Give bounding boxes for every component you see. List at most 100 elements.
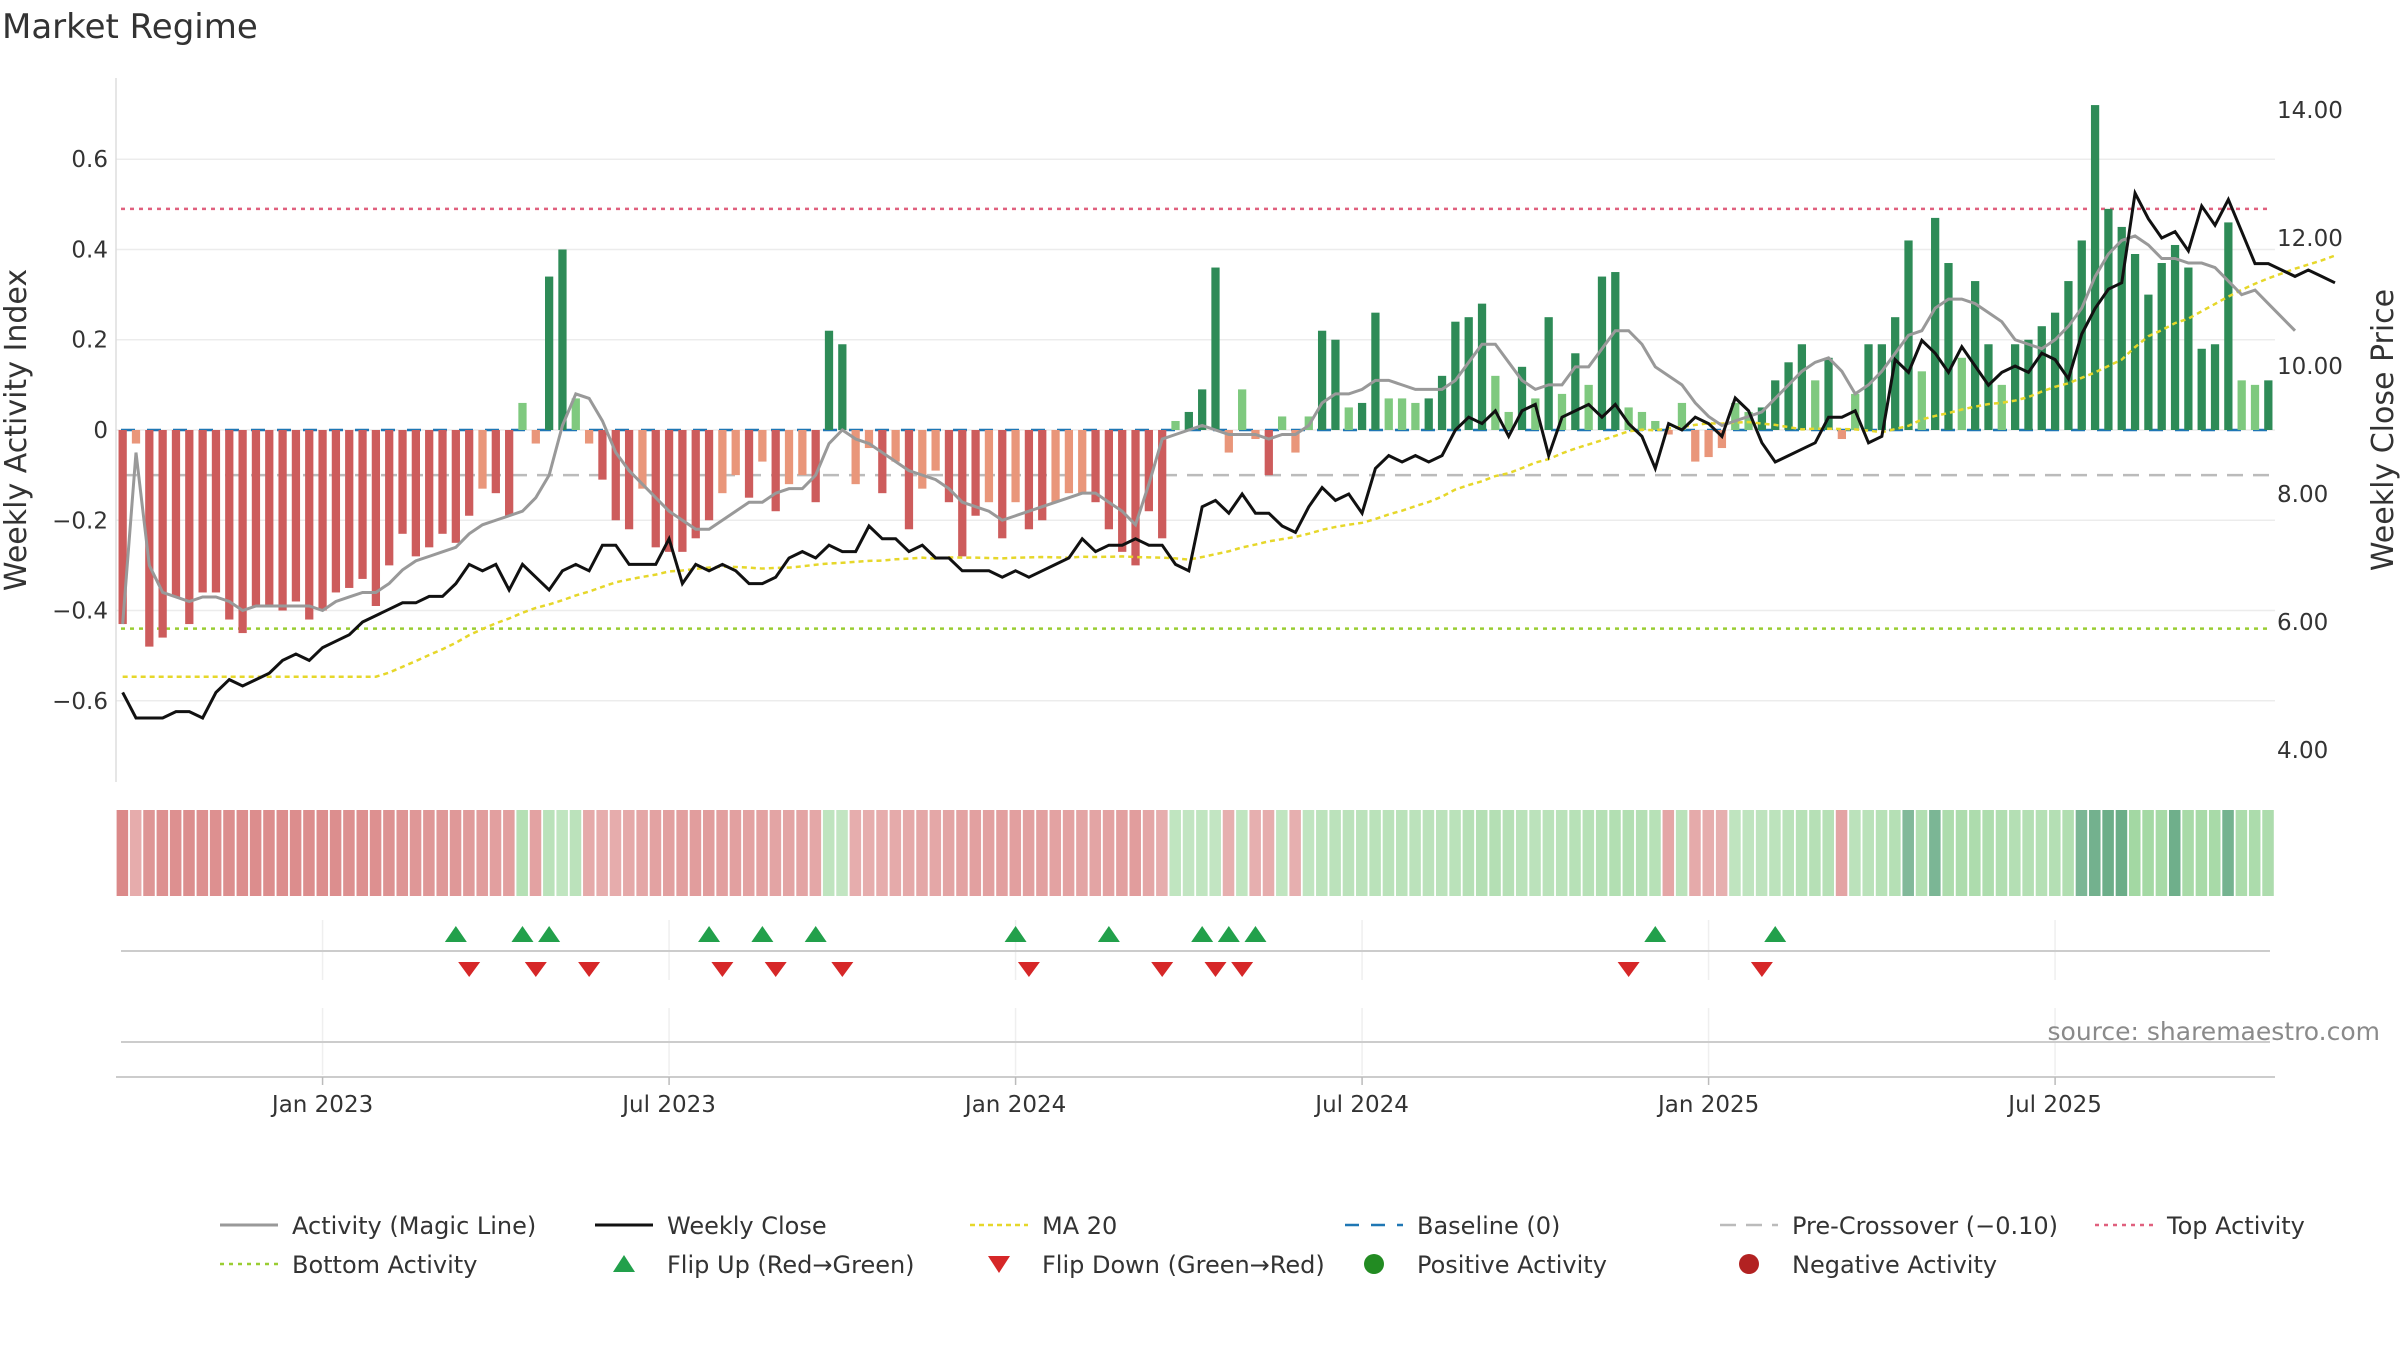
flip-down-marker — [1617, 962, 1640, 977]
legend-swatch — [1739, 1254, 1759, 1274]
regime-strip-cell — [876, 810, 888, 896]
activity-bar — [638, 430, 647, 489]
legend-item-flipup: Flip Up (Red→Green) — [613, 1251, 915, 1279]
regime-strip-cell — [1089, 810, 1102, 896]
regime-strip-cell — [1955, 810, 1968, 896]
activity-bar — [1771, 380, 1780, 430]
flip-down-marker — [458, 962, 481, 977]
activity-bar — [1917, 371, 1926, 430]
activity-bar — [198, 430, 207, 593]
activity-bar — [891, 430, 900, 462]
regime-strip-cell — [2182, 810, 2194, 896]
flip-up-marker — [804, 926, 827, 942]
regime-strip-cell — [1156, 810, 1168, 896]
regime-strip-cell — [1036, 810, 1048, 896]
activity-bar — [1104, 430, 1114, 530]
regime-strip-cell — [996, 810, 1008, 896]
regime-strip-cell — [1929, 810, 1941, 896]
regime-strip-cell — [796, 810, 808, 896]
activity-bar — [331, 430, 341, 593]
regime-strip-cell — [2102, 810, 2114, 896]
activity-bar — [225, 430, 234, 620]
flip-up-marker — [1097, 926, 1120, 942]
activity-bar — [651, 430, 660, 548]
regime-strip-cell — [1729, 810, 1741, 896]
activity-bar — [744, 430, 754, 498]
regime-strip-cell — [2035, 810, 2048, 896]
activity-bar — [1677, 402, 1687, 430]
regime-strip-cell — [889, 810, 902, 896]
regime-strip-cell — [1276, 810, 1288, 896]
regime-strip-cell — [236, 810, 249, 896]
regime-strip-cell — [929, 810, 942, 896]
y-tick-label: −0.4 — [52, 599, 108, 625]
regime-strip-cell — [143, 810, 155, 896]
activity-bar — [358, 430, 367, 579]
activity-bar — [1931, 217, 1940, 430]
regime-strip-cell — [1835, 810, 1848, 896]
x-axis-ticks: Jan 2023 Jul 2023 Jan 2024 Jul 2024 Jan 2025… — [270, 1077, 2102, 1118]
regime-strip-cell — [1889, 810, 1901, 896]
activity-bar — [1597, 276, 1607, 430]
activity-bar — [2197, 348, 2206, 430]
activity-bars — [118, 105, 2273, 647]
regime-strip-cell — [2115, 810, 2128, 896]
activity-bar — [798, 430, 807, 476]
regime-strip-cell — [956, 810, 968, 896]
regime-strip-cell — [1689, 810, 1701, 896]
activity-bar — [2130, 254, 2140, 430]
activity-bar — [145, 430, 154, 647]
regime-strip — [116, 810, 2274, 896]
flip-panel — [121, 920, 2270, 980]
activity-bar — [425, 430, 434, 548]
activity-bar — [998, 430, 1007, 539]
activity-bar — [1384, 398, 1393, 430]
regime-strip-cell — [1982, 810, 1994, 896]
activity-bar — [158, 430, 167, 638]
regime-strip-cell — [1875, 810, 1888, 896]
activity-bar — [2184, 267, 2193, 430]
regime-strip-cell — [1502, 810, 1515, 896]
regime-strip-cell — [2049, 810, 2061, 896]
activity-bar — [664, 430, 674, 552]
regime-strip-cell — [2195, 810, 2208, 896]
y-axis-ticks: 0.6 0.4 0.2 0 −0.2 −0.4 −0.6 — [52, 147, 108, 715]
regime-strip-cell — [2129, 810, 2141, 896]
regime-strip-cell — [423, 810, 435, 896]
regime-strip-cell — [529, 810, 542, 896]
activity-bar — [318, 430, 327, 611]
regime-strip-cell — [1329, 810, 1341, 896]
regime-strip-cell — [329, 810, 342, 896]
activity-bar — [1064, 430, 1074, 494]
regime-strip-cell — [1356, 810, 1368, 896]
regime-strip-cell — [689, 810, 702, 896]
regime-strip-cell — [503, 810, 515, 896]
activity-bar — [624, 430, 634, 530]
regime-strip-cell — [1196, 810, 1208, 896]
activity-bar — [2237, 380, 2246, 430]
regime-strip-cell — [1222, 810, 1235, 896]
activity-bar — [1451, 321, 1460, 430]
activity-bar — [2210, 344, 2220, 430]
regime-strip-cell — [609, 810, 622, 896]
legend-label: Baseline (0) — [1417, 1212, 1560, 1240]
activity-bar — [1344, 407, 1353, 430]
regime-strip-cell — [396, 810, 408, 896]
flip-down-marker — [524, 962, 547, 977]
regime-strip-cell — [942, 810, 955, 896]
regime-strip-cell — [1635, 810, 1648, 896]
activity-bar — [1491, 375, 1500, 430]
activity-bar — [1131, 430, 1140, 566]
regime-strip-cell — [1582, 810, 1595, 896]
activity-bar — [531, 430, 540, 444]
activity-bar — [1571, 353, 1580, 430]
regime-strip-cell — [2089, 810, 2101, 896]
activity-bar — [1238, 389, 1247, 430]
regime-strip-cell — [1649, 810, 1661, 896]
activity-bar — [1891, 317, 1900, 430]
legend-label: MA 20 — [1042, 1212, 1117, 1240]
regime-strip-cell — [1622, 810, 1635, 896]
legend-label: Positive Activity — [1417, 1251, 1607, 1279]
regime-strip-cell — [156, 810, 169, 896]
y2-axis-label: Weekly Close Price — [2366, 289, 2400, 571]
